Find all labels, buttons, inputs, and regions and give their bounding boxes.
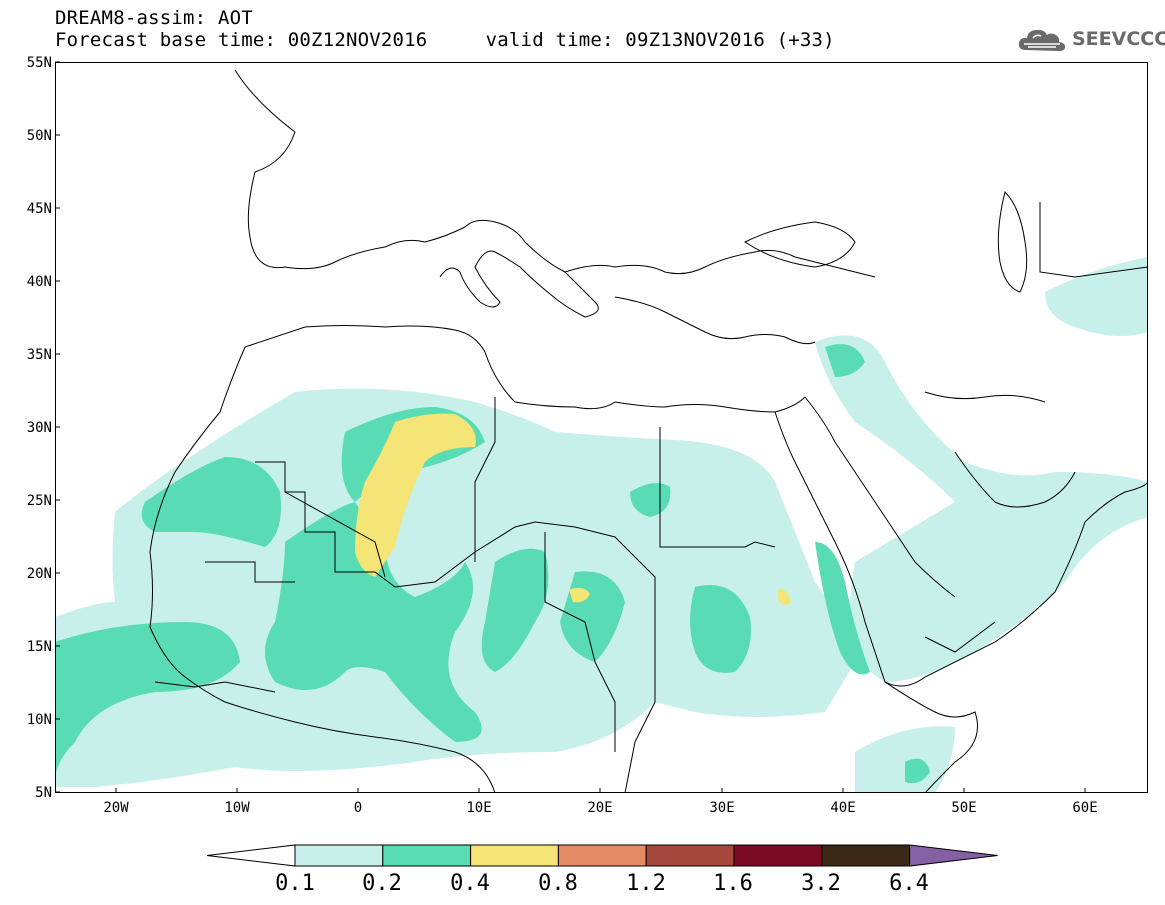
colorbar-label: 6.4 — [879, 871, 939, 896]
colorbar-swatch — [471, 845, 559, 866]
colorbar-swatch — [734, 845, 822, 866]
colorbar-swatch — [207, 845, 295, 866]
colorbar-label: 0.1 — [265, 871, 325, 896]
colorbar-swatch — [646, 845, 734, 866]
colorbar-label: 0.8 — [528, 871, 588, 896]
colorbar-label: 0.4 — [440, 871, 500, 896]
colorbar-label: 3.2 — [791, 871, 851, 896]
colorbar-swatch — [383, 845, 471, 866]
colorbar-swatch — [295, 845, 383, 866]
colorbar-label: 0.2 — [352, 871, 412, 896]
colorbar-swatch — [910, 845, 998, 866]
colorbar-label: 1.2 — [616, 871, 676, 896]
colorbar-swatch — [558, 845, 646, 866]
colorbar-label: 1.6 — [703, 871, 763, 896]
colorbar-swatch — [822, 845, 910, 866]
